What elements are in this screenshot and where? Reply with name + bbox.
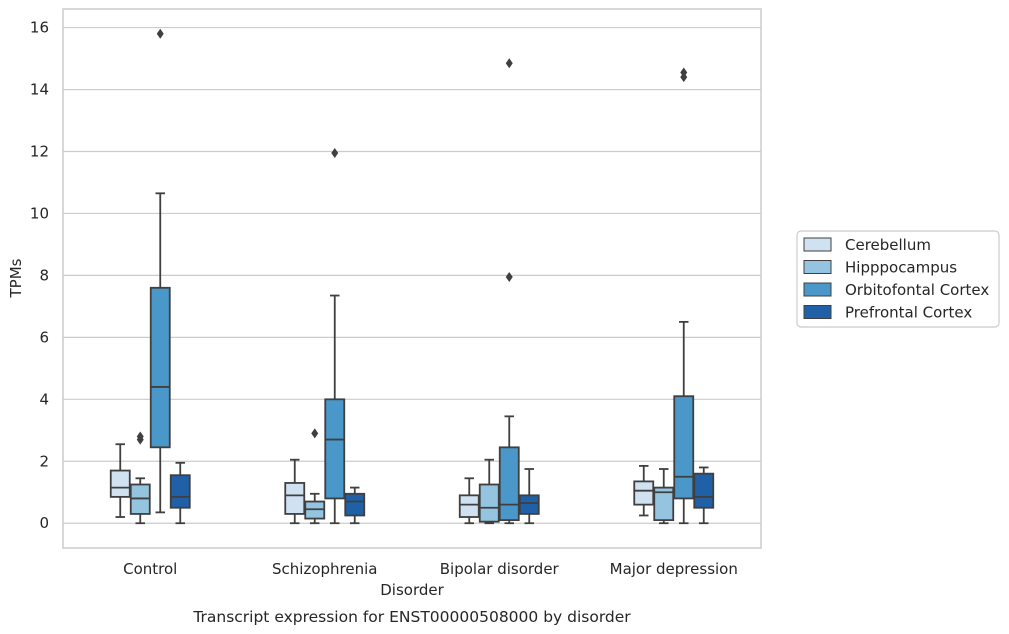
box-orbitofontal-cortex bbox=[673, 67, 695, 525]
y-tick-label: 6 bbox=[39, 328, 49, 346]
legend-swatch bbox=[803, 282, 832, 297]
y-tick-label: 0 bbox=[39, 514, 49, 532]
box-prefrontal-cortex bbox=[693, 466, 715, 525]
outlier-point bbox=[311, 428, 319, 439]
legend: Cerebellum Hipppocampus Orbitofontal Corte… bbox=[796, 230, 1000, 328]
x-tick-label: Schizophrenia bbox=[272, 560, 377, 578]
legend-swatch bbox=[803, 260, 832, 274]
box-cerebellum bbox=[458, 477, 480, 525]
box-cerebellum bbox=[633, 465, 655, 517]
box-prefrontal-cortex bbox=[344, 486, 366, 525]
box-prefrontal-cortex bbox=[518, 468, 540, 525]
box-body bbox=[498, 446, 520, 522]
box-body bbox=[653, 486, 675, 522]
x-tick-label: Bipolar disorder bbox=[440, 560, 560, 578]
box-hipppocampus bbox=[304, 428, 326, 525]
gridlines bbox=[63, 26, 761, 524]
y-tick-label: 14 bbox=[30, 81, 49, 99]
box-body bbox=[633, 480, 655, 506]
box-body bbox=[324, 398, 346, 500]
box-body bbox=[344, 492, 366, 517]
legend-label: Hipppocampus bbox=[845, 259, 957, 277]
legend-label: Prefrontal Cortex bbox=[845, 304, 972, 322]
y-tick-label: 8 bbox=[39, 266, 49, 284]
legend-swatch bbox=[803, 305, 832, 319]
box-hipppocampus bbox=[478, 458, 500, 525]
outlier-point bbox=[505, 271, 513, 282]
outlier-point bbox=[680, 67, 688, 78]
box-body bbox=[478, 483, 500, 523]
box-body bbox=[518, 494, 540, 515]
x-tick-label: Major depression bbox=[610, 560, 738, 578]
y-tick-labels: 0 2 4 6 8 10 12 14 16 bbox=[30, 19, 49, 533]
box-body bbox=[693, 472, 715, 509]
box-body bbox=[458, 494, 480, 518]
y-tick-label: 10 bbox=[30, 204, 49, 222]
x-tick-labels: Control Schizophrenia Bipolar disorder Majo… bbox=[123, 560, 738, 578]
y-tick-label: 16 bbox=[30, 19, 49, 37]
outlier-point bbox=[156, 28, 164, 39]
chart-caption: Transcript expression for ENST0000050800… bbox=[192, 608, 631, 626]
y-tick-label: 2 bbox=[39, 452, 49, 470]
x-tick-label: Control bbox=[123, 560, 177, 578]
box-orbitofontal-cortex bbox=[149, 28, 171, 514]
box-prefrontal-cortex bbox=[169, 461, 191, 525]
box-body bbox=[284, 482, 306, 515]
box-cerebellum bbox=[284, 458, 306, 525]
y-axis-label: TPMs bbox=[7, 258, 25, 298]
box-cerebellum bbox=[109, 443, 131, 518]
x-axis-label: Disorder bbox=[380, 581, 444, 599]
box-groups bbox=[109, 28, 715, 525]
box-body bbox=[149, 286, 171, 449]
box-body bbox=[673, 395, 695, 500]
box-body bbox=[169, 474, 191, 509]
outlier-point bbox=[331, 148, 339, 159]
box-body bbox=[109, 469, 131, 498]
legend-label: Orbitofontal Cortex bbox=[845, 281, 989, 299]
legend-swatch bbox=[803, 237, 832, 252]
plot-frame bbox=[62, 8, 762, 549]
legend-frame bbox=[796, 230, 1000, 328]
box-hipppocampus bbox=[653, 468, 675, 525]
legend-label: Cerebellum bbox=[845, 236, 931, 254]
outlier-point bbox=[505, 58, 513, 69]
box-hipppocampus bbox=[129, 431, 151, 525]
y-tick-label: 4 bbox=[39, 390, 49, 408]
box-orbitofontal-cortex bbox=[324, 148, 346, 525]
box-orbitofontal-cortex bbox=[498, 58, 520, 525]
outlier-point bbox=[136, 431, 144, 442]
y-tick-label: 12 bbox=[30, 142, 49, 160]
